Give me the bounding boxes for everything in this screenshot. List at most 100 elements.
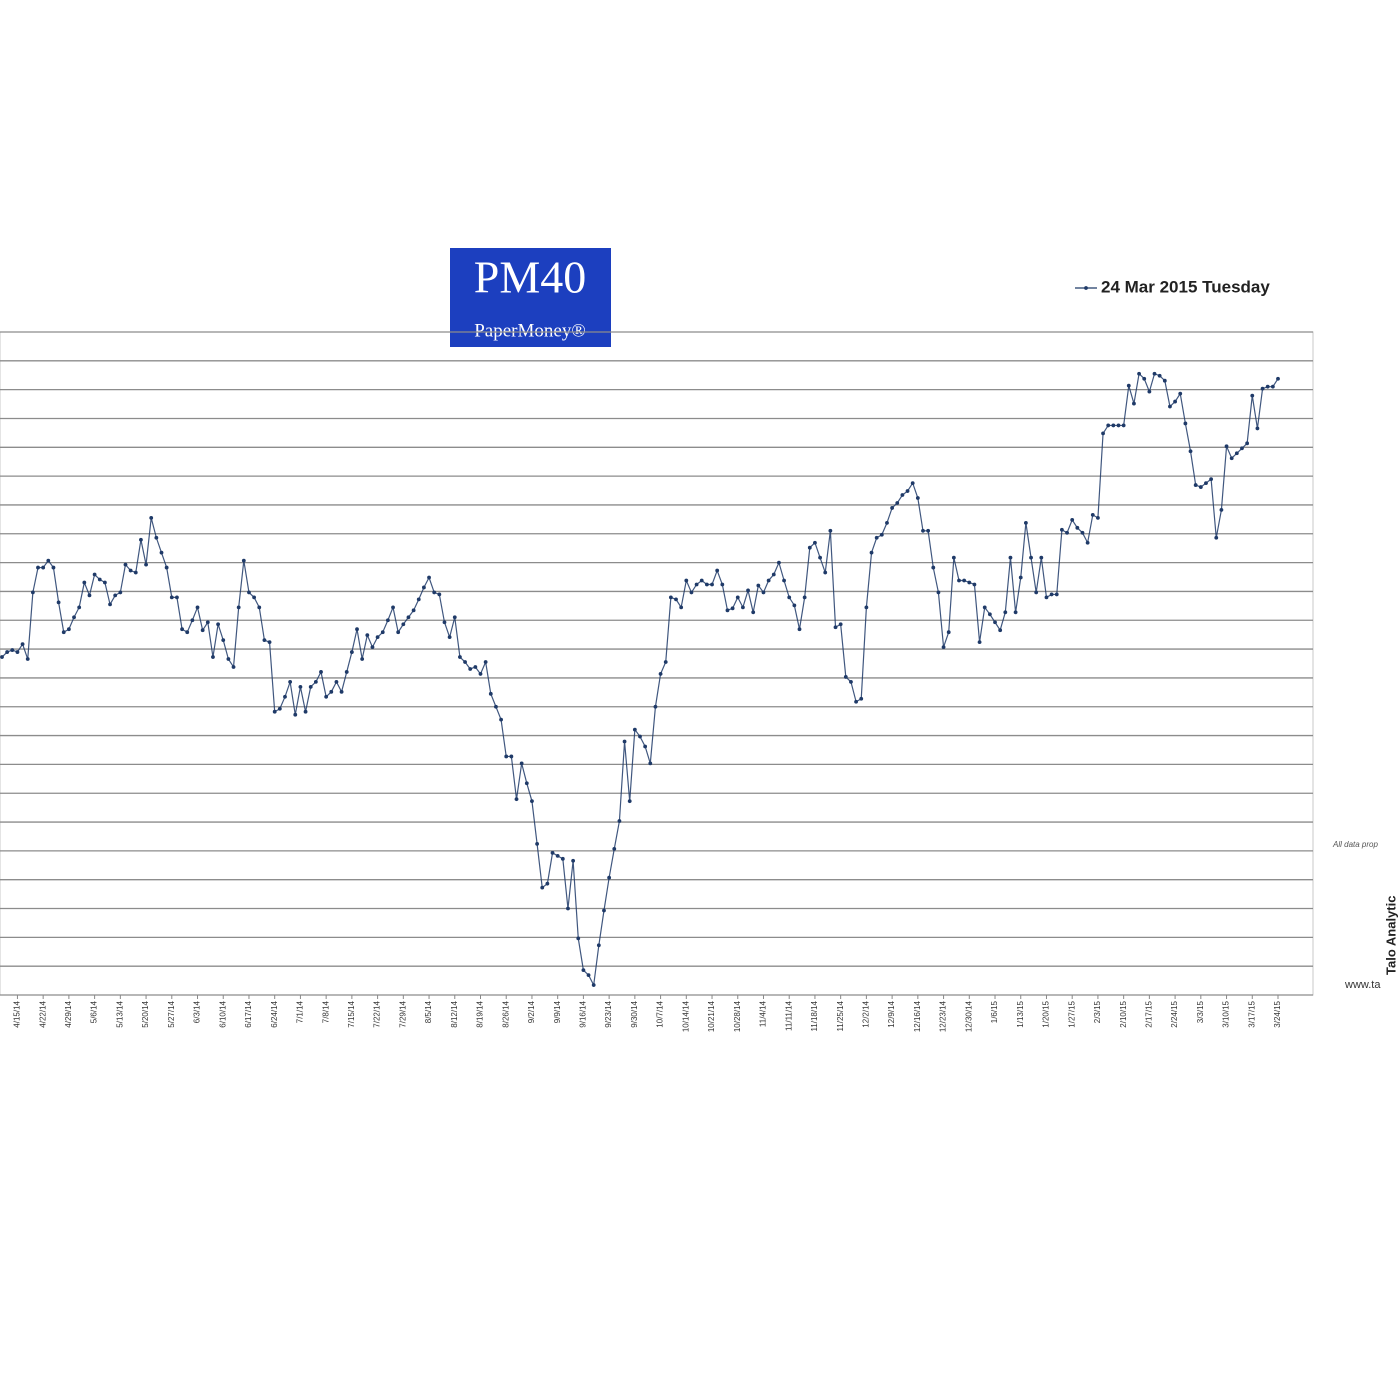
data-point — [113, 593, 118, 598]
data-point — [128, 568, 133, 573]
x-tick-label: 6/3/14 — [193, 1000, 202, 1023]
data-point — [843, 675, 848, 679]
data-point — [195, 605, 200, 610]
data-point — [92, 572, 97, 577]
data-point — [787, 595, 792, 600]
x-tick-label: 9/2/14 — [527, 1000, 536, 1023]
data-point — [82, 580, 87, 585]
data-point — [1132, 401, 1136, 406]
data-point — [416, 597, 421, 602]
data-point — [854, 699, 858, 704]
data-point — [833, 625, 838, 630]
data-point — [658, 672, 663, 676]
data-point — [926, 528, 931, 533]
data-point — [61, 630, 66, 635]
x-tick-label: 6/10/14 — [218, 1000, 227, 1027]
data-point — [653, 704, 658, 709]
x-tick-label: 8/5/14 — [424, 1000, 433, 1023]
data-point — [936, 590, 941, 595]
data-point — [586, 973, 591, 978]
data-point — [375, 635, 380, 640]
data-point — [802, 595, 807, 600]
data-point — [782, 578, 786, 583]
data-point — [715, 568, 720, 573]
data-point — [329, 689, 334, 694]
data-point — [380, 630, 385, 635]
x-tick-label: 5/20/14 — [141, 1000, 150, 1027]
data-point — [1085, 540, 1090, 545]
data-point — [411, 608, 416, 613]
data-point — [905, 489, 910, 493]
data-point — [704, 582, 709, 587]
x-tick-label: 10/28/14 — [733, 1000, 742, 1032]
data-point — [864, 605, 869, 610]
x-tick-label: 3/24/15 — [1273, 1000, 1282, 1027]
data-point — [921, 528, 925, 533]
data-point — [535, 842, 539, 846]
logo-title: PM40 — [474, 252, 586, 303]
data-point — [987, 612, 992, 617]
data-point — [164, 565, 169, 570]
data-point — [226, 657, 231, 661]
data-point — [998, 628, 1003, 633]
data-point — [504, 754, 509, 759]
x-tick-label: 2/17/15 — [1144, 1000, 1153, 1027]
data-point — [674, 597, 678, 602]
data-point — [1023, 520, 1028, 525]
data-point — [1193, 483, 1198, 487]
data-point — [1137, 371, 1141, 376]
x-tick-label: 1/20/15 — [1042, 1000, 1051, 1027]
data-point — [159, 550, 164, 555]
data-point — [818, 555, 822, 560]
data-point — [900, 493, 905, 497]
x-tick-label: 4/15/14 — [13, 1000, 22, 1027]
data-point — [1003, 610, 1008, 615]
data-point — [622, 739, 627, 744]
data-point — [1157, 373, 1162, 378]
logo-box — [450, 248, 611, 347]
rights-note: All data prop — [1332, 840, 1378, 849]
data-point — [1204, 481, 1208, 485]
data-point — [97, 577, 102, 582]
data-point — [1162, 378, 1167, 383]
data-point — [530, 799, 534, 804]
data-point — [87, 593, 92, 598]
x-tick-label: 1/13/15 — [1016, 1000, 1025, 1027]
data-point — [915, 496, 920, 500]
x-tick-label: 11/25/14 — [836, 1000, 845, 1031]
data-point — [885, 520, 889, 525]
data-point — [751, 610, 756, 615]
x-tick-label: 7/8/14 — [321, 1000, 330, 1023]
data-point — [648, 761, 653, 766]
data-point — [632, 727, 637, 732]
x-tick-label: 6/24/14 — [270, 1000, 279, 1027]
data-point — [1152, 371, 1157, 376]
data-point — [432, 590, 437, 595]
data-point — [895, 501, 900, 505]
data-point — [540, 885, 545, 890]
x-tick-label: 2/24/15 — [1170, 1000, 1179, 1027]
data-point — [1018, 575, 1023, 580]
data-point — [1039, 555, 1044, 560]
data-point — [1265, 384, 1270, 389]
data-point — [576, 936, 581, 941]
x-tick-label: 2/3/15 — [1093, 1000, 1102, 1023]
data-point — [571, 858, 576, 863]
data-point — [370, 645, 375, 649]
data-point — [458, 655, 462, 659]
x-tick-label: 8/12/14 — [450, 1000, 459, 1027]
x-tick-label: 8/26/14 — [501, 1000, 510, 1027]
data-point — [1106, 423, 1111, 428]
data-point — [710, 582, 714, 587]
data-point — [746, 588, 750, 593]
data-point — [339, 689, 344, 694]
data-point — [777, 560, 781, 565]
x-tick-label: 10/14/14 — [681, 1000, 690, 1032]
data-point — [427, 575, 431, 580]
data-point — [1260, 386, 1265, 391]
data-point — [735, 595, 740, 600]
data-point — [550, 850, 555, 855]
data-point — [25, 657, 30, 661]
x-tick-label: 5/13/14 — [115, 1000, 124, 1027]
data-point — [1126, 383, 1131, 388]
